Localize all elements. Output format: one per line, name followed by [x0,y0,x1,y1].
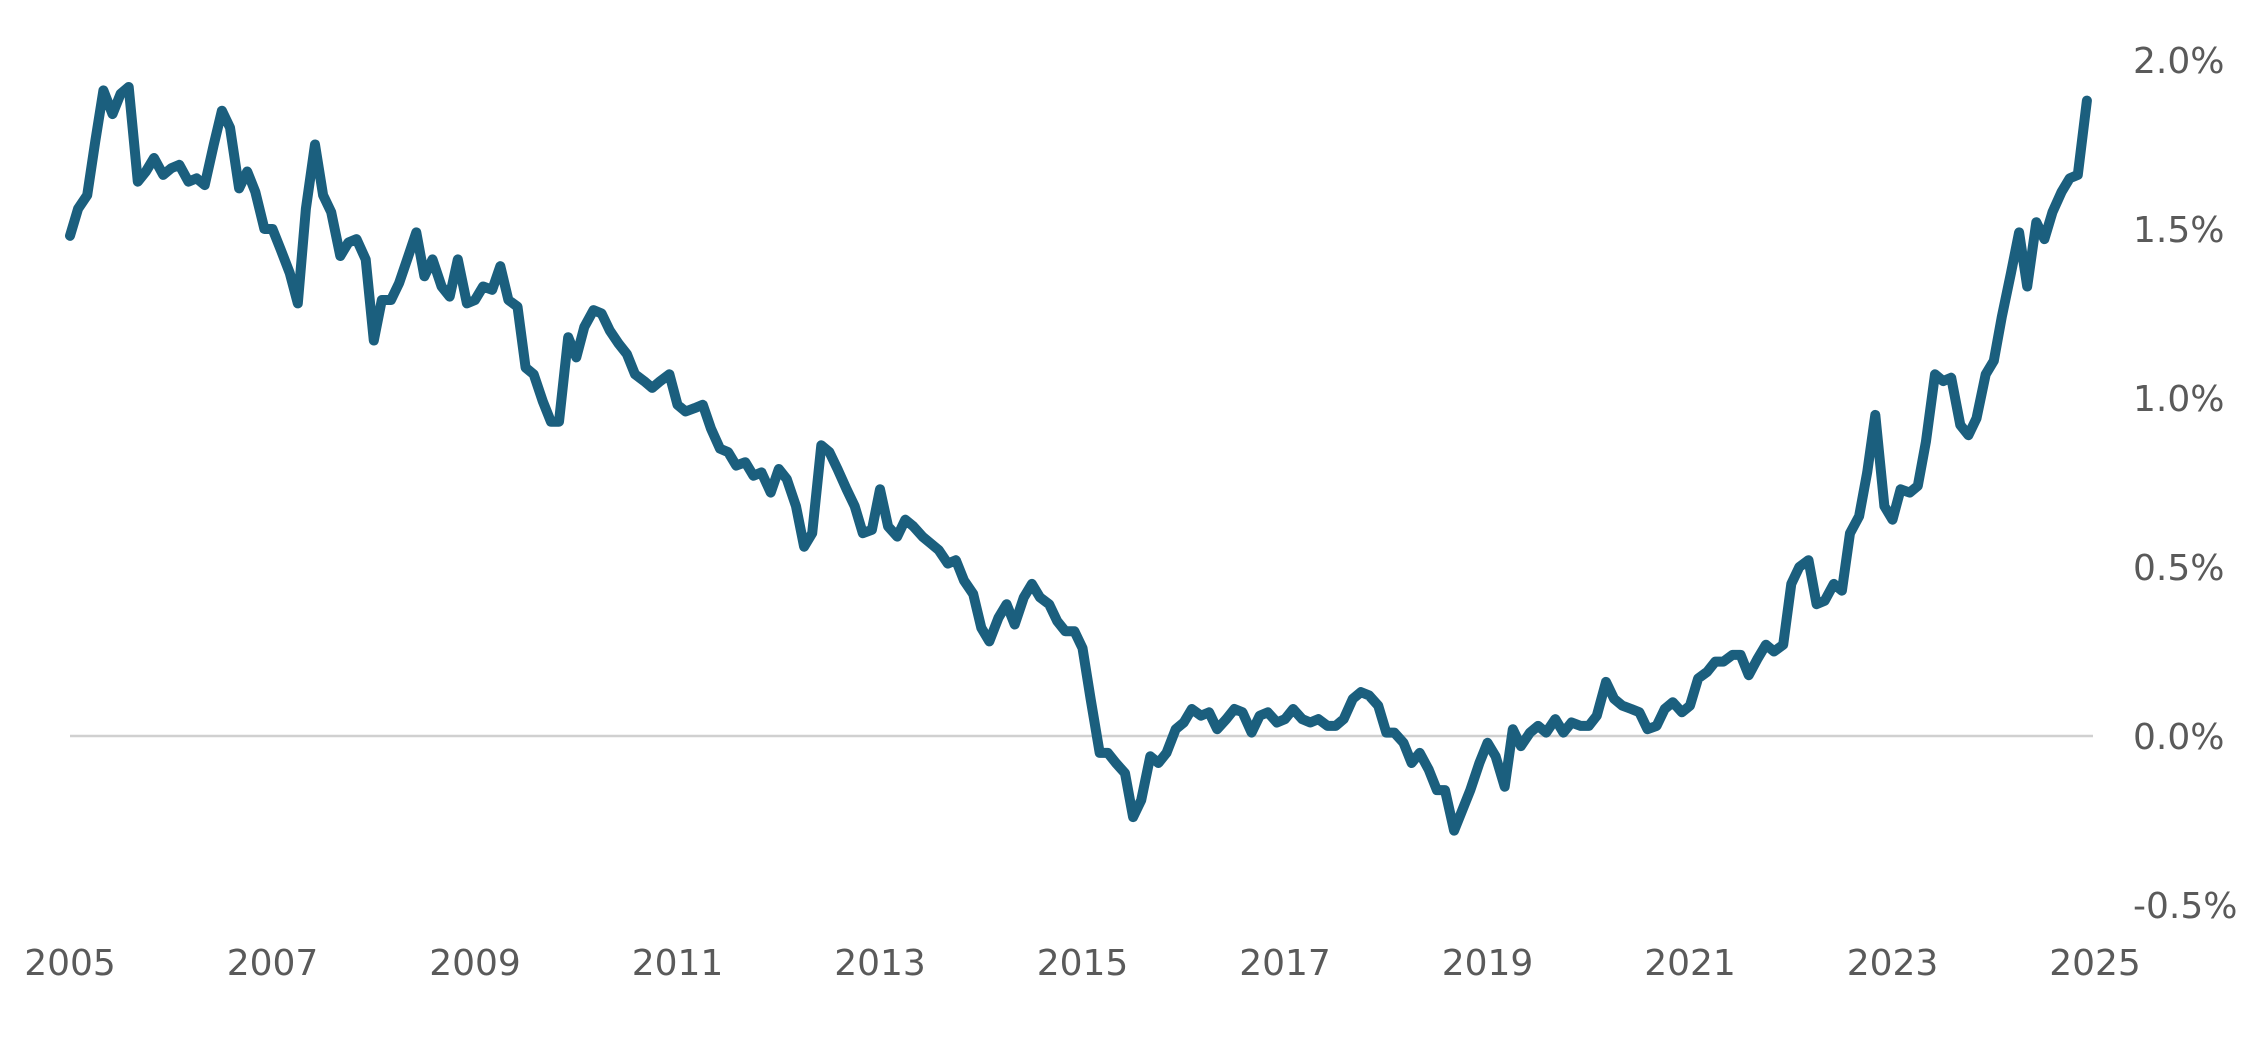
x-tick-label: 2019 [1442,943,1534,984]
series-line-0 [65,82,2092,836]
y-tick-label: 0.0% [2133,717,2224,758]
x-tick-label: 2005 [24,943,116,984]
y-tick-label: -0.5% [2133,886,2237,927]
x-tick-label: 2017 [1239,943,1331,984]
y-tick-label: 1.5% [2133,210,2224,251]
y-tick-label: 0.5% [2133,548,2224,589]
y-tick-label: 1.0% [2133,379,2224,420]
x-tick-label: 2023 [1847,943,1939,984]
x-tick-label: 2007 [227,943,319,984]
y-tick-label: 2.0% [2133,41,2224,82]
x-tick-label: 2009 [429,943,521,984]
x-tick-label: 2015 [1037,943,1129,984]
series-layer [65,82,2092,836]
y-axis: 2.0% 1.5% 1.0% 0.5% 0.0% -0.5% [2133,41,2237,927]
x-tick-label: 2025 [2049,943,2141,984]
x-tick-label: 2011 [632,943,724,984]
x-tick-label: 2013 [834,943,926,984]
x-axis: 2005 2007 2009 2011 2013 2015 2017 2019 2021 2023… [24,943,2141,984]
x-tick-label: 2021 [1644,943,1736,984]
